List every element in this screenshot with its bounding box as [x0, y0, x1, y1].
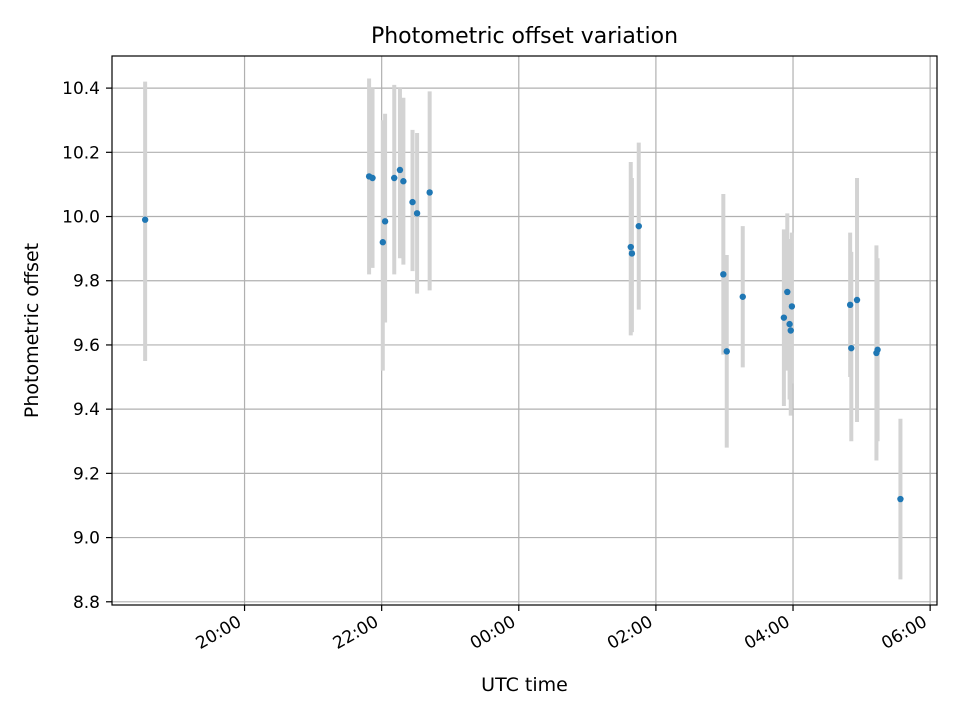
data-point: [369, 174, 376, 182]
y-tick-label: 8.8: [73, 593, 100, 613]
data-point: [786, 320, 793, 328]
data-point: [627, 243, 634, 251]
data-point: [848, 344, 855, 352]
data-point: [780, 314, 788, 321]
y-tick-label: 10.0: [62, 208, 100, 228]
y-tick-label: 9.4: [73, 400, 100, 420]
x-axis-label: UTC time: [481, 674, 568, 696]
y-tick-label: 9.0: [73, 529, 100, 549]
y-tick-label: 9.6: [73, 336, 100, 356]
data-point: [391, 174, 398, 182]
data-point: [846, 301, 854, 309]
data-point: [853, 296, 861, 304]
data-point: [784, 288, 791, 296]
plot-frame: [111, 55, 938, 606]
y-tick-label: 9.2: [73, 464, 100, 484]
data-point: [723, 348, 730, 355]
data-point: [720, 271, 727, 278]
data-point: [739, 293, 746, 300]
data-point: [396, 166, 404, 174]
data-point: [787, 327, 794, 334]
y-axis: 8.8 9.0 9.2 9.4 9.6 9.8 10.0 10.2 10.4: [62, 79, 112, 613]
y-tick-label: 10.2: [62, 143, 100, 163]
grid: [112, 56, 937, 605]
y-tick-label: 9.8: [73, 272, 100, 292]
data-point: [426, 189, 433, 196]
chart-title: Photometric offset variation: [371, 24, 678, 49]
data-point: [788, 303, 796, 310]
data-point: [381, 218, 389, 225]
data-point: [409, 198, 416, 206]
data-point: [635, 222, 642, 230]
data-point: [628, 250, 636, 257]
data-point: [141, 216, 149, 223]
data-point: [413, 210, 421, 217]
data-point: [897, 495, 904, 503]
data-point: [379, 239, 387, 246]
data-point: [874, 346, 881, 353]
data-point: [400, 178, 407, 185]
y-axis-label: Photometric offset: [21, 243, 43, 418]
point-group: [141, 166, 904, 503]
y-tick-label: 10.4: [62, 79, 100, 99]
